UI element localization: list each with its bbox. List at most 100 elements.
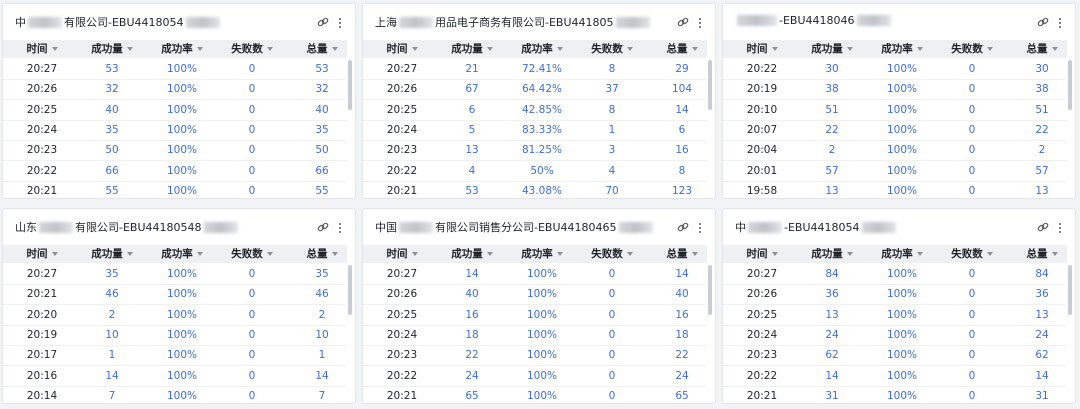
column-label: 失败数 <box>591 248 623 260</box>
table-row: 20:21 53 43.08% 70 123 <box>363 181 707 198</box>
action-icons[interactable] <box>317 222 347 234</box>
table-cell: 50 <box>105 144 119 157</box>
table-cell: 20:24 <box>746 328 778 341</box>
column-header[interactable]: 成功率 <box>147 245 217 263</box>
table-cell: 0 <box>608 268 616 280</box>
column-header[interactable]: 失败数 <box>217 245 287 263</box>
table-cell: 100% <box>166 389 198 402</box>
action-icons[interactable] <box>677 17 707 29</box>
scrollbar[interactable] <box>1068 60 1072 110</box>
column-header[interactable]: 失败数 <box>577 245 647 263</box>
panel: 中 -EBU4418054 时间 成功量 成功率 失败数 总量 20:27 84 100% 0 84 2… <box>722 208 1076 404</box>
table-cell: 38 <box>1035 83 1049 96</box>
column-header[interactable]: 失败数 <box>577 40 647 58</box>
table-cell: 20:21 <box>386 389 418 402</box>
scrollbar[interactable] <box>708 60 712 110</box>
column-header[interactable]: 成功率 <box>507 40 577 58</box>
table-row: 20:27 35 100% 0 35 <box>3 264 347 285</box>
table-cell: 100% <box>886 308 918 321</box>
table-cell: 0 <box>608 328 616 341</box>
column-label: 时间 <box>26 43 48 55</box>
table-cell: 65 <box>465 389 479 402</box>
column-header[interactable]: 总量 <box>1007 40 1075 58</box>
panel-title: 中 有限公司-EBU4418054 <box>15 14 222 30</box>
column-label: 失败数 <box>951 43 983 55</box>
table-cell: 100% <box>166 103 198 116</box>
column-header[interactable]: 失败数 <box>217 40 287 58</box>
column-label: 总量 <box>306 248 328 260</box>
column-header[interactable]: 成功量 <box>797 40 867 58</box>
table-cell: 20:21 <box>386 184 418 197</box>
action-icons[interactable] <box>1037 222 1067 234</box>
column-header[interactable]: 总量 <box>647 245 715 263</box>
column-header[interactable]: 成功量 <box>797 245 867 263</box>
table-cell: 100% <box>886 268 918 280</box>
scrollbar[interactable] <box>348 60 352 110</box>
title-text: 用品电子商务有限公司-EBU441805 <box>435 16 614 29</box>
table-row: 20:25 40 100% 0 40 <box>3 100 347 121</box>
column-header[interactable]: 时间 <box>727 40 797 58</box>
table-cell: 13 <box>1035 308 1049 321</box>
action-icons[interactable] <box>317 17 347 29</box>
table-cell: 100% <box>886 144 918 157</box>
table-cell: 20:27 <box>386 63 418 75</box>
column-header[interactable]: 成功率 <box>867 40 937 58</box>
table-cell: 20:19 <box>746 83 778 96</box>
column-header[interactable]: 总量 <box>1007 245 1075 263</box>
table-cell: 100% <box>886 83 918 96</box>
column-header[interactable]: 时间 <box>7 40 77 58</box>
column-header[interactable]: 成功率 <box>507 245 577 263</box>
table-cell: 100% <box>886 369 918 382</box>
scrollbar[interactable] <box>1068 265 1072 315</box>
column-header[interactable]: 总量 <box>647 40 715 58</box>
panel-title: 山东 有限公司-EBU44180548 <box>15 219 240 235</box>
column-header[interactable]: 成功量 <box>77 40 147 58</box>
table-cell: 43.08% <box>521 184 563 197</box>
redacted-text <box>399 221 433 233</box>
table-cell: 100% <box>526 268 558 280</box>
panel: 山东 有限公司-EBU44180548 时间 成功量 成功率 失败数 总量 20:27 35 10… <box>2 208 356 404</box>
column-header[interactable]: 成功量 <box>437 245 507 263</box>
table-cell: 0 <box>248 123 256 136</box>
panel-actions <box>317 14 347 33</box>
table-cell: 20:14 <box>26 389 58 402</box>
sort-icon <box>556 47 563 51</box>
column-header[interactable]: 成功量 <box>437 40 507 58</box>
table-row: 20:25 6 42.85% 8 14 <box>363 100 707 121</box>
table-cell: 8 <box>608 103 616 116</box>
action-icons[interactable] <box>677 222 707 234</box>
table-cell: 20:21 <box>26 184 58 197</box>
scrollbar[interactable] <box>708 265 712 315</box>
table-row: 20:20 2 100% 0 2 <box>3 305 347 326</box>
column-header[interactable]: 总量 <box>287 245 355 263</box>
column-header[interactable]: 成功率 <box>147 40 217 58</box>
column-label: 成功率 <box>521 43 553 55</box>
table-row: 20:10 51 100% 0 51 <box>723 100 1067 121</box>
column-header[interactable]: 失败数 <box>937 245 1007 263</box>
sort-icon <box>331 47 338 51</box>
table-cell: 2 <box>1038 144 1046 157</box>
table-cell: 0 <box>248 328 256 341</box>
sort-icon <box>846 252 853 256</box>
column-header[interactable]: 成功率 <box>867 245 937 263</box>
table-cell: 20:27 <box>26 63 58 75</box>
column-header[interactable]: 总量 <box>287 40 355 58</box>
column-header[interactable]: 成功量 <box>77 245 147 263</box>
table-header: 时间 成功量 成功率 失败数 总量 <box>3 40 347 58</box>
column-header[interactable]: 时间 <box>7 245 77 263</box>
column-header[interactable]: 时间 <box>367 245 437 263</box>
column-header[interactable]: 时间 <box>367 40 437 58</box>
scrollbar[interactable] <box>348 265 352 315</box>
table-row: 20:26 36 100% 0 36 <box>723 284 1067 306</box>
column-label: 时间 <box>386 248 408 260</box>
table-cell: 20:22 <box>746 369 778 382</box>
table-row: 20:23 22 100% 0 22 <box>363 345 707 367</box>
column-header[interactable]: 失败数 <box>937 40 1007 58</box>
redacted-text <box>615 16 650 28</box>
action-icons[interactable] <box>1037 17 1067 29</box>
column-header[interactable]: 时间 <box>727 245 797 263</box>
table-cell: 20:25 <box>386 103 418 116</box>
column-label: 成功量 <box>811 248 843 260</box>
table-cell: 35 <box>315 268 329 280</box>
